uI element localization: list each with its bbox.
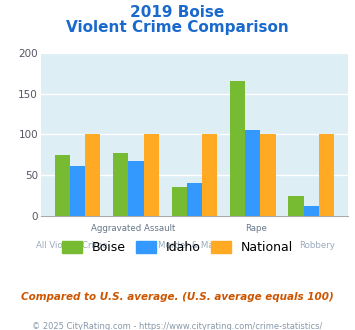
Legend: Boise, Idaho, National: Boise, Idaho, National: [57, 236, 298, 259]
Text: Compared to U.S. average. (U.S. average equals 100): Compared to U.S. average. (U.S. average …: [21, 292, 334, 302]
Bar: [260, 135, 275, 216]
Text: © 2025 CityRating.com - https://www.cityrating.com/crime-statistics/: © 2025 CityRating.com - https://www.city…: [32, 322, 323, 330]
Bar: [230, 82, 245, 216]
Bar: [55, 155, 70, 216]
Text: All Violent Crime: All Violent Crime: [36, 241, 107, 250]
Text: 2019 Boise: 2019 Boise: [130, 5, 225, 20]
Text: Violent Crime Comparison: Violent Crime Comparison: [66, 20, 289, 35]
Text: Rape: Rape: [245, 224, 267, 233]
Bar: [143, 135, 159, 216]
Bar: [202, 135, 217, 216]
Bar: [129, 161, 143, 216]
Bar: [113, 153, 129, 216]
Bar: [245, 130, 260, 216]
Bar: [304, 206, 319, 216]
Bar: [319, 135, 334, 216]
Bar: [288, 196, 304, 216]
Bar: [187, 183, 202, 216]
Text: Murder & Mans...: Murder & Mans...: [158, 241, 231, 250]
Bar: [70, 166, 85, 216]
Text: Aggravated Assault: Aggravated Assault: [91, 224, 175, 233]
Text: Robbery: Robbery: [299, 241, 335, 250]
Bar: [171, 187, 187, 216]
Bar: [85, 135, 100, 216]
